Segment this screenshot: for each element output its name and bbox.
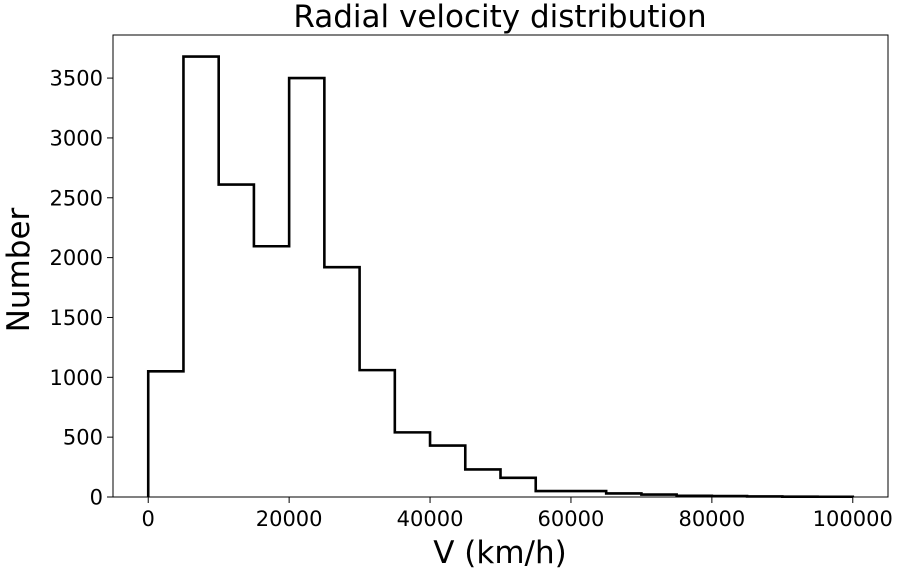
y-tick-label: 3000 (50, 126, 103, 150)
y-tick-label: 3500 (50, 67, 103, 91)
histogram-step-line (146, 55, 855, 499)
y-axis-title: Number (1, 207, 37, 332)
histogram-bin (183, 57, 218, 497)
x-tick-label: 0 (142, 507, 155, 531)
x-tick-label: 80000 (678, 507, 745, 531)
histogram-bin (360, 370, 395, 497)
histogram-bin (148, 371, 183, 497)
x-axis: 0 20000 40000 60000 80000 100000 (142, 497, 893, 531)
histogram-bin (501, 478, 536, 497)
histogram-bin (606, 493, 641, 497)
y-tick-label: 0 (90, 486, 103, 510)
plot-area (146, 55, 855, 499)
x-tick-label: 20000 (256, 507, 323, 531)
x-axis-title: V (km/h) (433, 535, 567, 570)
y-tick-label: 1000 (50, 366, 103, 390)
y-tick-label: 500 (63, 426, 103, 450)
histogram-bin (430, 446, 465, 497)
x-tick-label: 100000 (813, 507, 893, 531)
x-tick-label: 60000 (538, 507, 605, 531)
histogram-bin (536, 491, 571, 497)
histogram-bin (324, 267, 359, 497)
histogram-bin (219, 185, 254, 497)
x-tick-label: 40000 (397, 507, 464, 531)
chart-title: Radial velocity distribution (293, 0, 706, 35)
histogram-bin (571, 491, 606, 497)
y-tick-label: 2500 (50, 186, 103, 210)
histogram-bin (465, 469, 500, 497)
histogram-bin (395, 432, 430, 497)
histogram-bin (254, 246, 289, 497)
y-tick-label: 1500 (50, 306, 103, 330)
plot-frame (112, 34, 889, 498)
histogram-bin (289, 78, 324, 497)
y-tick-label: 2000 (50, 246, 103, 270)
y-axis: 0 500 1000 1500 2000 2500 3000 3500 (50, 67, 113, 510)
